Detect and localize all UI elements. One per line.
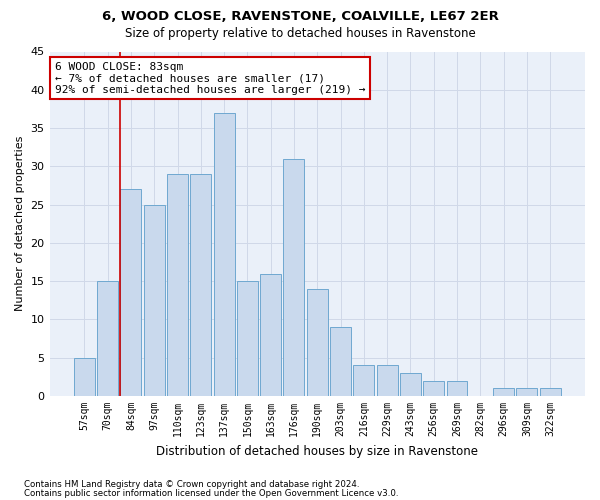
Bar (97, 281, 118, 396)
Bar (121, 190, 142, 396)
Bar (539, 388, 560, 396)
Bar (190, 174, 211, 396)
Bar (423, 380, 444, 396)
Bar (517, 388, 538, 396)
Bar (446, 380, 467, 396)
Bar (307, 289, 328, 396)
Text: 6 WOOD CLOSE: 83sqm
← 7% of detached houses are smaller (17)
92% of semi-detache: 6 WOOD CLOSE: 83sqm ← 7% of detached hou… (55, 62, 365, 95)
Bar (237, 281, 258, 396)
Bar (377, 366, 398, 396)
Bar (283, 158, 304, 396)
Bar (214, 113, 235, 396)
Text: 6, WOOD CLOSE, RAVENSTONE, COALVILLE, LE67 2ER: 6, WOOD CLOSE, RAVENSTONE, COALVILLE, LE… (101, 10, 499, 23)
Bar (400, 373, 421, 396)
Text: Contains public sector information licensed under the Open Government Licence v3: Contains public sector information licen… (24, 490, 398, 498)
Bar (353, 366, 374, 396)
Bar (167, 174, 188, 396)
Y-axis label: Number of detached properties: Number of detached properties (15, 136, 25, 312)
Bar (144, 204, 165, 396)
Bar (493, 388, 514, 396)
Text: Size of property relative to detached houses in Ravenstone: Size of property relative to detached ho… (125, 28, 475, 40)
X-axis label: Distribution of detached houses by size in Ravenstone: Distribution of detached houses by size … (156, 444, 478, 458)
Bar (74, 358, 95, 396)
Text: Contains HM Land Registry data © Crown copyright and database right 2024.: Contains HM Land Registry data © Crown c… (24, 480, 359, 489)
Bar (330, 327, 351, 396)
Bar (260, 274, 281, 396)
